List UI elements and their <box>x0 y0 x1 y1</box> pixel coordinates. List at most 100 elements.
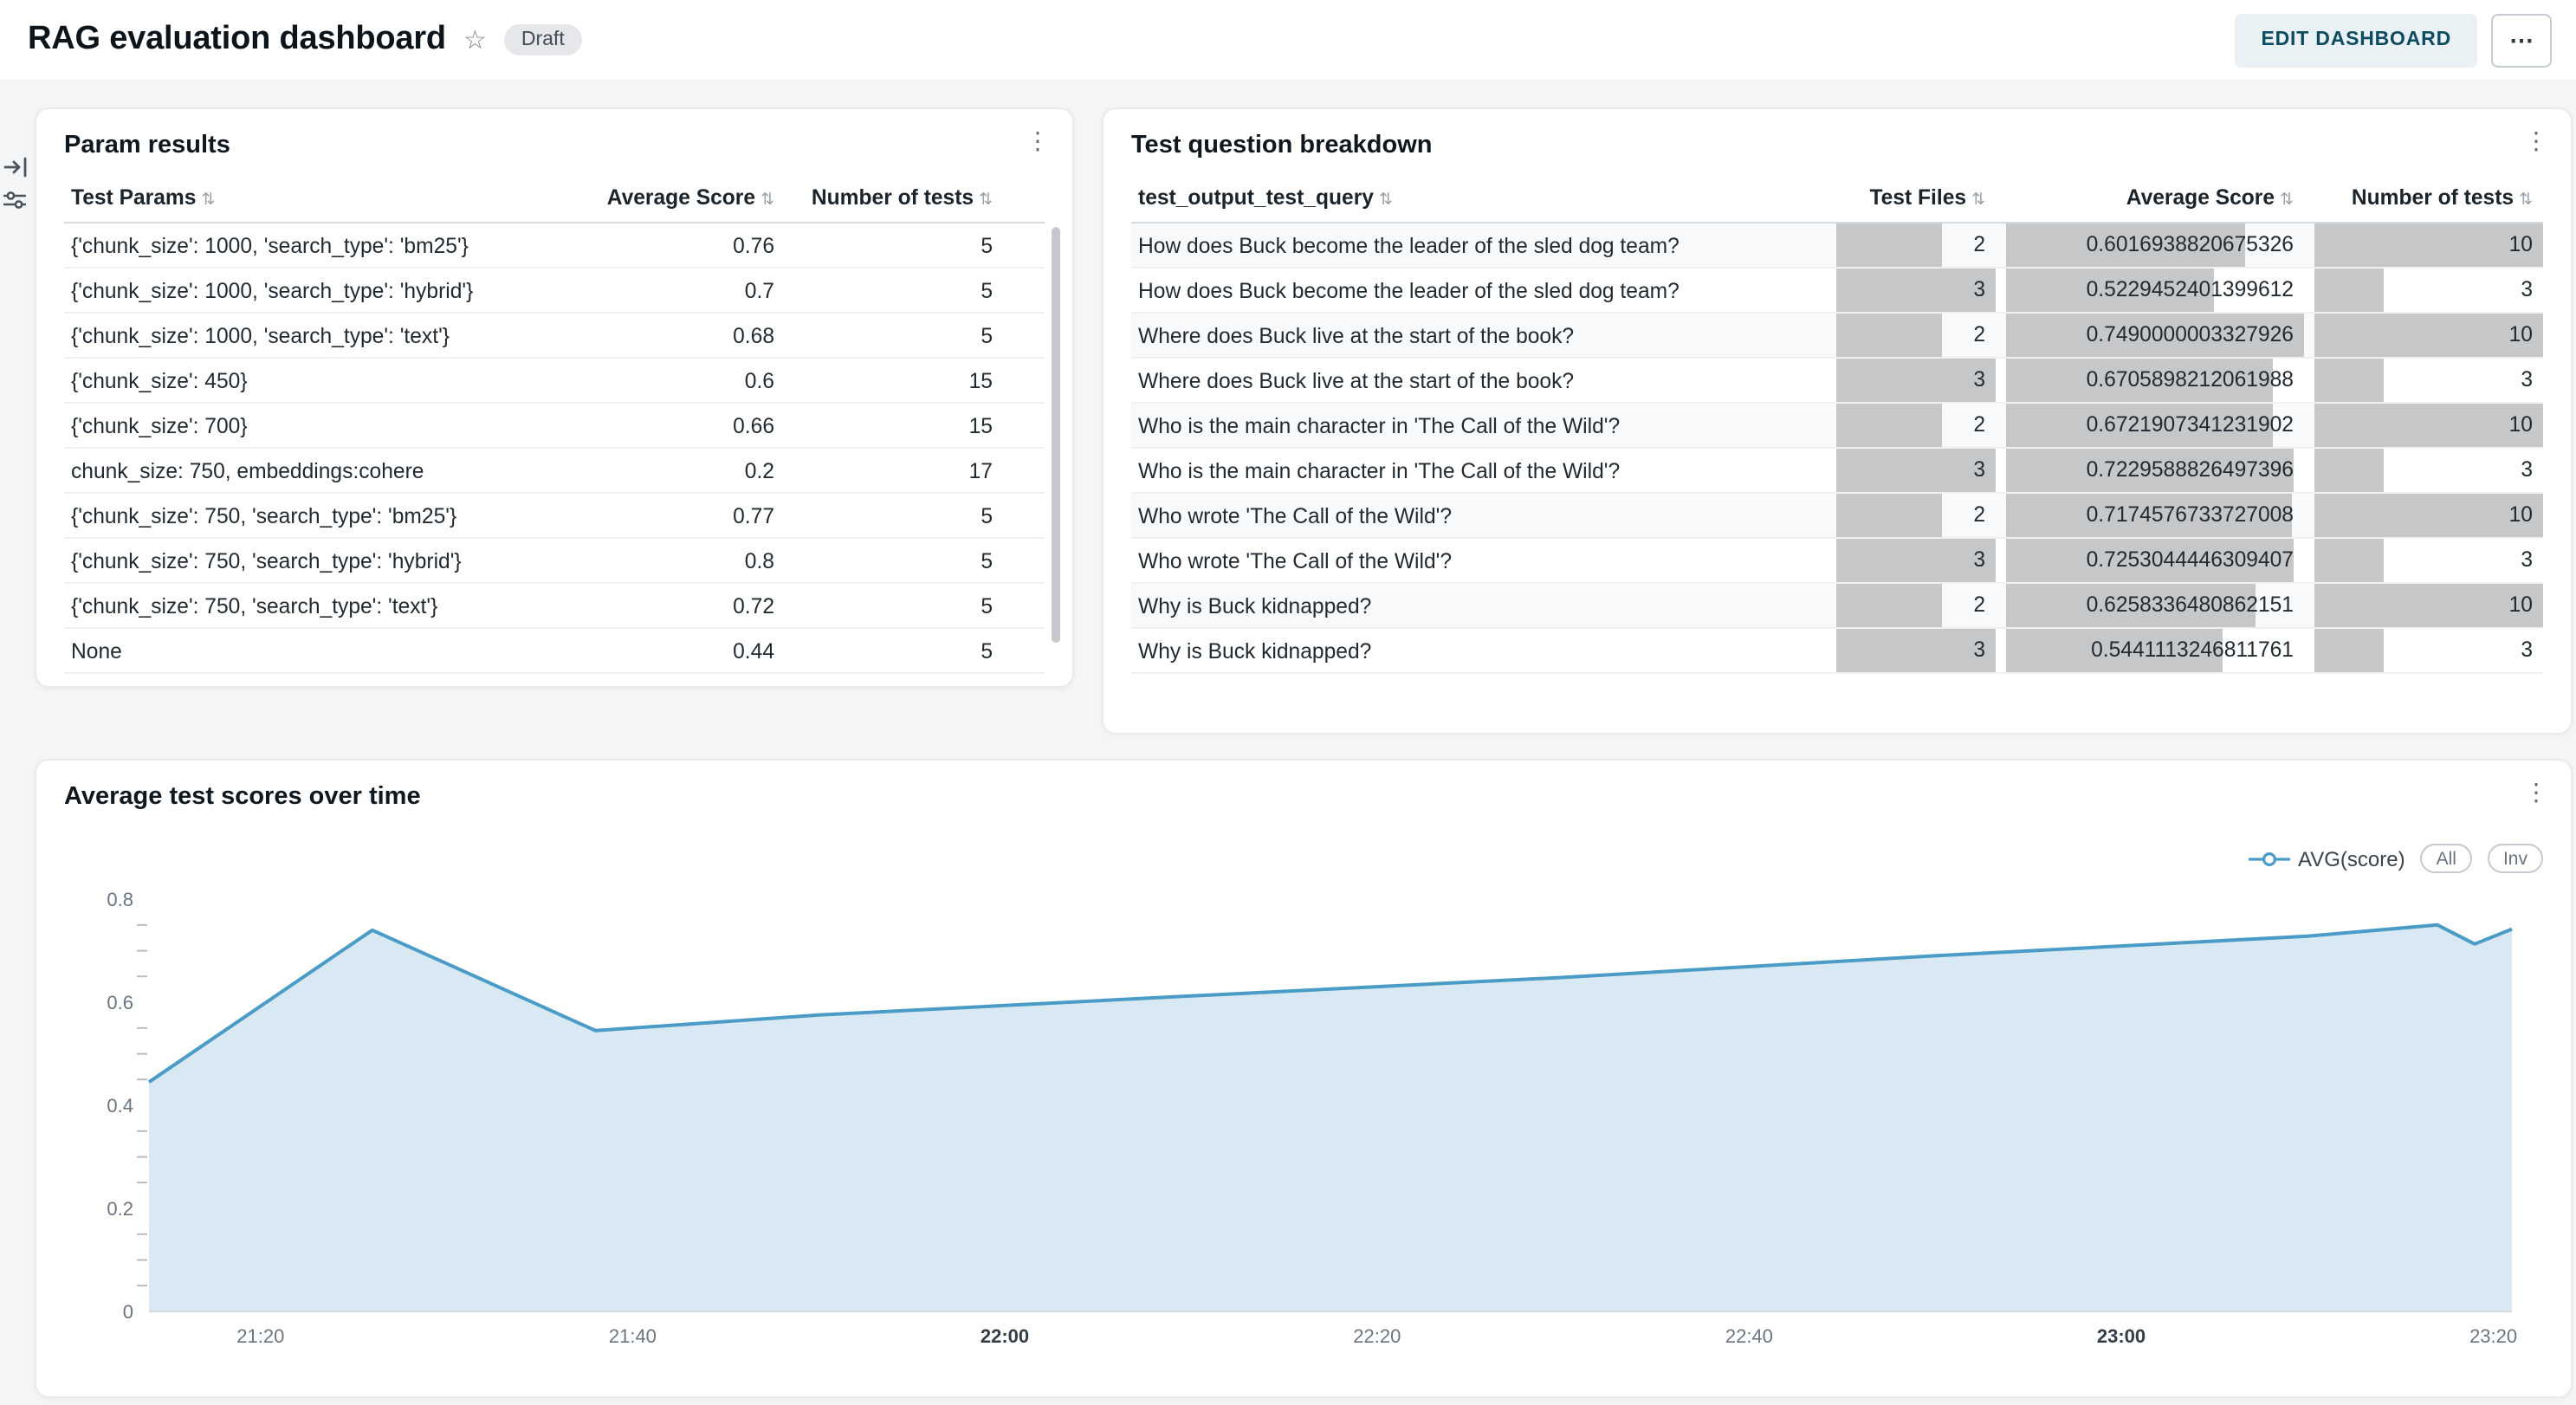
cell-value: 3 <box>2521 457 2533 482</box>
cell-value: 3 <box>2521 277 2533 301</box>
cell-average-score: 0.7 <box>563 268 781 314</box>
more-options-button[interactable]: ⋯ <box>2491 13 2552 67</box>
column-header-number-of-tests[interactable]: Number of tests ⇅ <box>781 175 1045 223</box>
cell-value: 0.7174576733727008 <box>2086 502 2294 527</box>
cell-test-files: 3 <box>1836 538 1996 584</box>
chart-area-fill <box>149 924 2512 1311</box>
cell-value: 2 <box>1973 232 1985 256</box>
expand-sidebar-icon[interactable] <box>3 156 29 178</box>
column-label: Number of tests <box>2351 185 2515 210</box>
data-bar <box>2006 314 2304 356</box>
title-group: RAG evaluation dashboard ☆ Draft <box>28 21 582 59</box>
scrollbar[interactable] <box>1052 227 1060 643</box>
panel-title: Average test scores over time <box>64 783 421 811</box>
data-bar <box>2314 629 2384 671</box>
kebab-menu-icon[interactable]: ⋮ <box>1026 126 1050 154</box>
data-bar <box>1836 404 1943 446</box>
favorite-star-icon[interactable]: ☆ <box>463 26 487 55</box>
cell-value: 3 <box>1973 277 1985 301</box>
cell-number-of-tests: 10 <box>2304 493 2543 539</box>
chart-line <box>147 923 2513 1084</box>
cell-test-files: 3 <box>1836 628 1996 674</box>
cell-number-of-tests: 3 <box>2304 358 2543 404</box>
cell-value: 0.7490000003327926 <box>2086 322 2294 346</box>
edit-dashboard-button[interactable]: EDIT DASHBOARD <box>2235 13 2477 67</box>
cell-number-of-tests: 5 <box>781 583 1045 629</box>
bar-wrap: 2 <box>1836 223 1996 266</box>
bar-wrap: 0.7490000003327926 <box>2006 314 2304 356</box>
cell-average-score: 0.2 <box>563 448 781 494</box>
cell-number-of-tests: 5 <box>781 628 1045 674</box>
column-header-test-files[interactable]: Test Files ⇅ <box>1836 175 1996 223</box>
legend-invert-button[interactable]: Inv <box>2487 844 2543 873</box>
cell-test-params: {'chunk_size': 1000, 'search_type': 'tex… <box>64 313 563 359</box>
data-bar <box>1836 269 1996 311</box>
legend-select-all-button[interactable]: All <box>2420 844 2472 873</box>
cell-query: Why is Buck kidnapped? <box>1131 583 1836 629</box>
cell-average-score: 0.6 <box>563 358 781 404</box>
cell-test-files: 3 <box>1836 358 1996 404</box>
column-label: Average Score <box>2126 185 2275 210</box>
cell-query: Who wrote 'The Call of the Wild'? <box>1131 538 1836 584</box>
data-bar <box>2314 314 2543 356</box>
data-bar <box>2006 449 2294 491</box>
cell-average-score: 0.77 <box>563 493 781 539</box>
cell-number-of-tests: 5 <box>781 223 1045 269</box>
column-header-number-of-tests[interactable]: Number of tests ⇅ <box>2304 175 2543 223</box>
cell-value: 2 <box>1973 412 1985 437</box>
table-header-row: test_output_test_query ⇅ Test Files ⇅ Aver… <box>1131 175 2543 223</box>
x-axis-label: 21:40 <box>609 1325 657 1347</box>
bar-wrap: 10 <box>2314 584 2543 626</box>
cell-query: Who is the main character in 'The Call o… <box>1131 403 1836 449</box>
x-axis-label: 21:20 <box>236 1325 284 1347</box>
cell-value: 10 <box>2508 412 2533 437</box>
data-bar <box>1836 359 1996 401</box>
chart-legend: AVG(score) All Inv <box>2248 844 2543 873</box>
question-breakdown-panel: Test question breakdown ⋮ test_output_te… <box>1102 107 2573 735</box>
cell-test-files: 3 <box>1836 448 1996 494</box>
cell-value: 0.5229452401399612 <box>2086 277 2294 301</box>
data-bar <box>2314 269 2384 311</box>
panel-title: Param results <box>64 132 230 159</box>
legend-label: AVG(score) <box>2298 846 2405 871</box>
cell-value: 0.7229588826497396 <box>2086 457 2294 482</box>
sort-arrows-icon: ⇅ <box>1971 191 1985 210</box>
legend-item-avg-score[interactable]: AVG(score) <box>2248 846 2405 871</box>
cell-query: Why is Buck kidnapped? <box>1131 628 1836 674</box>
table-row: {'chunk_size': 1000, 'search_type': 'bm2… <box>64 223 1045 269</box>
cell-average-score: 0.68 <box>563 313 781 359</box>
bar-wrap: 3 <box>2314 269 2543 311</box>
kebab-menu-icon[interactable]: ⋮ <box>2524 778 2548 806</box>
table-row: How does Buck become the leader of the s… <box>1131 223 2543 269</box>
cell-value: 0.7253044446309407 <box>2086 547 2294 572</box>
column-header-average-score[interactable]: Average Score ⇅ <box>1996 175 2304 223</box>
cell-average-score: 0.7229588826497396 <box>1996 448 2304 494</box>
bar-wrap: 3 <box>1836 359 1996 401</box>
column-header-test-params[interactable]: Test Params ⇅ <box>64 175 563 223</box>
column-header-query[interactable]: test_output_test_query ⇅ <box>1131 175 1836 223</box>
cell-average-score: 0.7253044446309407 <box>1996 538 2304 584</box>
kebab-menu-icon[interactable]: ⋮ <box>2524 126 2548 154</box>
cell-number-of-tests: 5 <box>781 268 1045 314</box>
data-bar <box>2314 404 2543 446</box>
data-bar <box>2006 359 2273 401</box>
cell-number-of-tests: 3 <box>2304 628 2543 674</box>
bar-wrap: 0.6705898212061988 <box>2006 359 2304 401</box>
data-bar <box>2006 404 2274 446</box>
chart-canvas[interactable]: 0 0.2 0.4 0.6 0.8 21:20 21:40 22:00 22:20 22:40 23… <box>64 847 2547 1376</box>
cell-value: 3 <box>2521 638 2533 662</box>
cell-test-files: 2 <box>1836 223 1996 269</box>
table-row: Where does Buck live at the start of the… <box>1131 358 2543 404</box>
table-row: {'chunk_size': 750, 'search_type': 'text… <box>64 583 1045 629</box>
cell-test-files: 2 <box>1836 493 1996 539</box>
cell-value: 10 <box>2508 502 2533 527</box>
column-header-average-score[interactable]: Average Score ⇅ <box>563 175 781 223</box>
cell-number-of-tests: 10 <box>2304 313 2543 359</box>
filter-icon[interactable] <box>3 191 29 213</box>
y-axis-label: 0.4 <box>107 1095 133 1117</box>
panel-title: Test question breakdown <box>1131 132 1433 159</box>
x-axis-label: 22:00 <box>981 1325 1029 1347</box>
cell-test-params: {'chunk_size': 750, 'search_type': 'hybr… <box>64 538 563 584</box>
cell-test-params: chunk_size: 750, embeddings:cohere <box>64 448 563 494</box>
bar-wrap: 3 <box>2314 629 2543 671</box>
